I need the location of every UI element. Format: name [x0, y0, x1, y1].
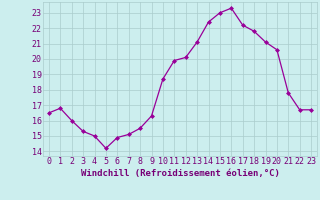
X-axis label: Windchill (Refroidissement éolien,°C): Windchill (Refroidissement éolien,°C) — [81, 169, 279, 178]
